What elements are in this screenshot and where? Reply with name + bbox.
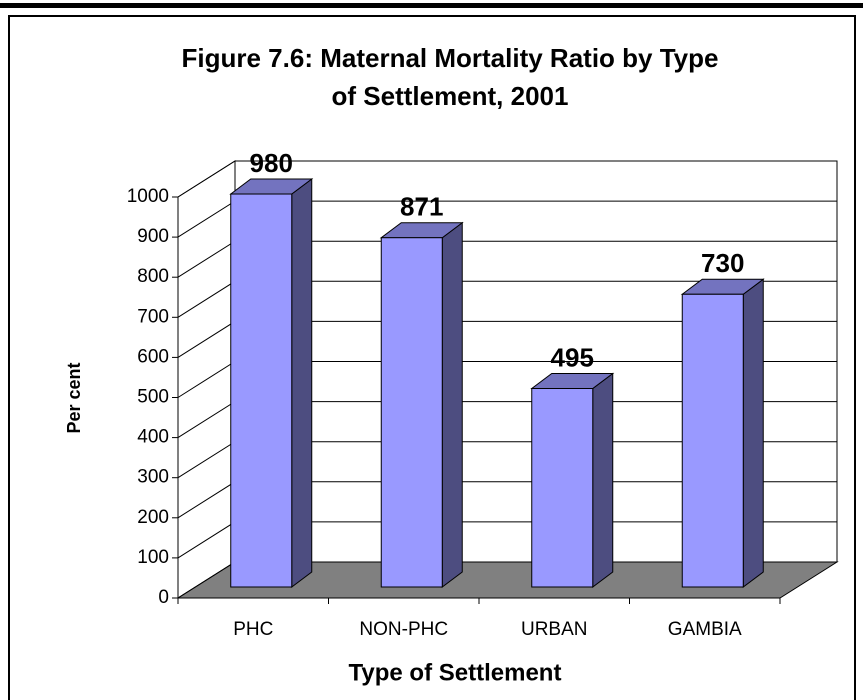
y-tick-label: 0	[158, 587, 169, 608]
bar	[531, 388, 594, 588]
x-tick-label: PHC	[233, 619, 273, 640]
bar-side	[742, 278, 764, 588]
x-axis-title: Type of Settlement	[349, 659, 562, 686]
data-label: 495	[551, 342, 594, 372]
y-tick-label: 100	[137, 547, 169, 568]
y-tick-label: 800	[137, 266, 169, 287]
bar	[230, 193, 293, 588]
y-tick-label: 600	[137, 346, 169, 367]
data-label: 871	[400, 192, 443, 222]
x-tick-label: NON-PHC	[359, 619, 448, 640]
x-tick-label: URBAN	[521, 619, 588, 640]
y-axis-title: Per cent	[64, 362, 84, 433]
y-tick-label: 400	[137, 427, 169, 448]
bar-side	[592, 372, 614, 588]
x-tick-label: GAMBIA	[668, 619, 742, 640]
data-label: 730	[701, 248, 744, 278]
bar-side	[291, 178, 313, 588]
grid-line	[177, 160, 837, 198]
bar	[380, 237, 443, 588]
chart-title: of Settlement, 2001	[332, 81, 569, 111]
chart-title: Figure 7.6: Maternal Mortality Ratio by …	[182, 43, 719, 73]
y-tick-label: 300	[137, 467, 169, 488]
y-tick-label: 700	[137, 306, 169, 327]
bar	[681, 293, 744, 588]
y-tick-label: 900	[137, 226, 169, 247]
y-tick-label: 1000	[127, 186, 169, 207]
top-rule	[0, 3, 863, 8]
data-label: 980	[250, 148, 293, 178]
y-tick-label: 500	[137, 387, 169, 408]
bar-side	[441, 221, 463, 588]
y-tick-label: 200	[137, 507, 169, 528]
